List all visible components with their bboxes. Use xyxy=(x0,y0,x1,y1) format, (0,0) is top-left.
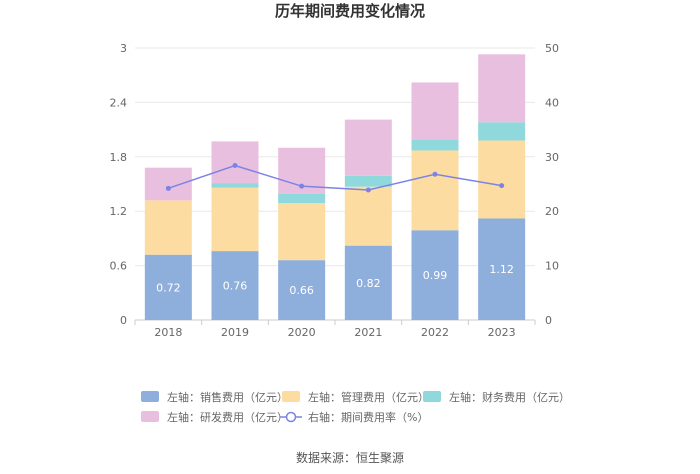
bar-segment xyxy=(211,141,259,184)
legend-label: 左轴：管理费用（亿元） xyxy=(308,390,429,404)
bar-segment xyxy=(344,175,392,187)
data-label: 1.12 xyxy=(489,263,514,276)
rate-point xyxy=(232,163,238,169)
left-tick-label: 2.4 xyxy=(110,96,128,109)
bar-segment xyxy=(211,183,259,188)
bar-segment xyxy=(478,218,526,320)
legend-swatch xyxy=(282,391,300,402)
bar-segment xyxy=(211,251,259,320)
data-label: 0.66 xyxy=(289,284,314,297)
source-note: 数据来源：恒生聚源 xyxy=(296,450,404,465)
bar-segment xyxy=(344,119,392,176)
x-axis-ticks: 2018 2019 2020 2021 2022 2023 xyxy=(134,320,536,339)
right-tick-label: 10 xyxy=(545,260,559,273)
left-tick-label: 3 xyxy=(120,42,127,55)
legend-swatch xyxy=(141,411,159,422)
left-tick-label: 0 xyxy=(120,314,127,327)
bar-segment xyxy=(411,230,459,320)
legend-label: 左轴：财务费用（亿元） xyxy=(449,390,570,404)
right-tick-label: 50 xyxy=(545,42,559,55)
x-tick-label: 2019 xyxy=(221,326,249,339)
rate-point xyxy=(499,183,505,189)
left-tick-label: 1.8 xyxy=(110,151,128,164)
x-tick-label: 2021 xyxy=(354,326,382,339)
bar-segment xyxy=(478,140,526,219)
bar-segment xyxy=(344,245,392,320)
x-tick-label: 2022 xyxy=(421,326,449,339)
x-tick-label: 2020 xyxy=(288,326,316,339)
data-label: 0.82 xyxy=(356,277,381,290)
x-tick-label: 2023 xyxy=(488,326,516,339)
right-tick-label: 30 xyxy=(545,151,559,164)
bar-segment xyxy=(278,260,326,320)
chart-title: 历年期间费用变化情况 xyxy=(275,2,425,20)
right-axis-ticks: 0 10 20 30 40 50 xyxy=(545,42,559,327)
bar-segment xyxy=(411,139,459,151)
left-tick-label: 1.2 xyxy=(110,205,128,218)
data-label: 0.76 xyxy=(223,280,248,293)
legend-marker xyxy=(285,411,297,423)
x-tick-label: 2018 xyxy=(154,326,182,339)
bar-segment xyxy=(278,203,326,261)
rate-point xyxy=(165,185,171,191)
right-tick-label: 0 xyxy=(545,314,552,327)
data-label: 0.72 xyxy=(156,281,181,294)
legend-swatch xyxy=(423,391,441,402)
legend: 左轴：销售费用（亿元） 左轴：管理费用（亿元） 左轴：财务费用（亿元） 左轴：研发费用… xyxy=(141,390,570,424)
bar-segment xyxy=(411,150,459,231)
legend-label: 左轴：销售费用（亿元） xyxy=(167,390,288,404)
rate-point xyxy=(299,183,305,189)
bar-segment xyxy=(278,193,326,204)
rate-point xyxy=(365,187,371,193)
bar-segment xyxy=(478,54,526,123)
bar-segment xyxy=(144,200,192,255)
bar-segment xyxy=(478,122,526,141)
left-axis-ticks: 0 0.6 1.2 1.8 2.4 3 xyxy=(110,42,128,327)
legend-swatch xyxy=(141,391,159,402)
left-tick-label: 0.6 xyxy=(110,260,128,273)
right-tick-label: 20 xyxy=(545,205,559,218)
bar-segment xyxy=(411,82,459,140)
legend-label: 右轴：期间费用率（%） xyxy=(308,410,428,424)
bar-segment xyxy=(144,254,192,320)
grid-lines xyxy=(135,47,535,321)
bar-series xyxy=(144,54,526,320)
rate-point xyxy=(432,171,438,177)
legend-label: 左轴：研发费用（亿元） xyxy=(167,410,288,424)
data-labels: 0.72 0.76 0.66 0.82 0.99 1.12 xyxy=(156,263,514,297)
bar-segment xyxy=(344,186,392,246)
bar-segment xyxy=(211,187,259,252)
right-tick-label: 40 xyxy=(545,96,559,109)
data-label: 0.99 xyxy=(423,269,448,282)
bar-segment xyxy=(144,167,192,201)
rate-line xyxy=(168,164,502,191)
line-series xyxy=(165,163,505,193)
